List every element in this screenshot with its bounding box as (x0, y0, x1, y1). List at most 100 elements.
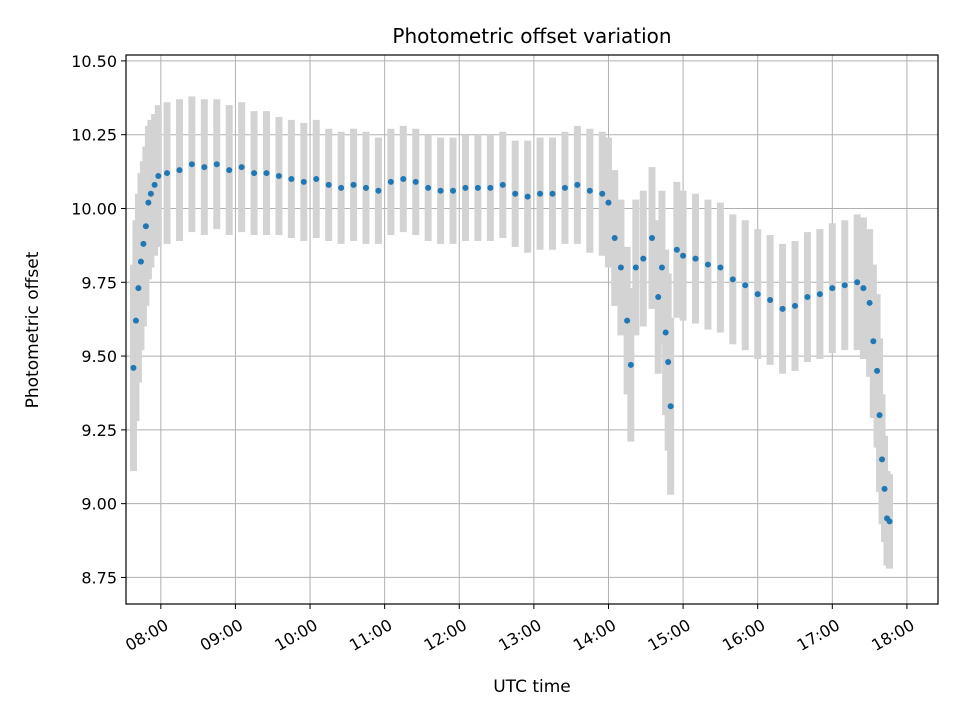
data-point (176, 167, 183, 174)
data-point (537, 190, 544, 197)
data-point (512, 190, 519, 197)
grid (126, 55, 938, 604)
data-point (854, 279, 861, 286)
data-point (605, 199, 612, 206)
data-point (375, 187, 382, 194)
y-tick-label: 10.25 (71, 126, 117, 145)
data-point (325, 181, 332, 188)
data-point (142, 223, 149, 230)
data-point (425, 184, 432, 191)
data-point (655, 294, 662, 301)
chart-title: Photometric offset variation (392, 24, 671, 48)
data-point (226, 167, 233, 174)
data-point (338, 184, 345, 191)
data-point (881, 485, 888, 492)
y-tick-label: 8.75 (81, 568, 117, 587)
data-point (876, 412, 883, 419)
data-point (524, 193, 531, 200)
data-point (263, 170, 270, 177)
data-point (640, 255, 647, 262)
data-point (487, 184, 494, 191)
data-points (130, 161, 893, 525)
data-point (886, 518, 893, 525)
data-point (632, 264, 639, 271)
data-point (667, 403, 674, 410)
data-point (841, 282, 848, 289)
data-point (767, 296, 774, 303)
data-point (412, 178, 419, 185)
data-point (866, 299, 873, 306)
data-point (313, 175, 320, 182)
data-point (147, 190, 154, 197)
data-point (137, 258, 144, 265)
data-point (742, 282, 749, 289)
data-point (673, 246, 680, 253)
data-point (164, 170, 171, 177)
y-tick-label: 9.00 (81, 495, 117, 514)
data-point (140, 240, 147, 247)
data-point (450, 187, 457, 194)
data-point (627, 361, 634, 368)
data-point (288, 175, 295, 182)
data-point (779, 305, 786, 312)
data-point (648, 235, 655, 241)
data-point (617, 264, 624, 271)
y-axis-title: Photometric offset (23, 251, 43, 408)
y-tick-label: 10.50 (71, 52, 117, 71)
data-point (680, 252, 687, 259)
data-point (155, 173, 162, 180)
data-point (717, 264, 724, 271)
data-point (130, 364, 137, 371)
y-axis: 8.75 9.00 9.25 9.50 9.75 10.00 10.25 10.50 (71, 52, 126, 587)
data-point (874, 367, 881, 374)
data-point (188, 161, 195, 168)
data-point (658, 264, 665, 271)
y-tick-label: 9.25 (81, 421, 117, 440)
data-point (213, 161, 220, 168)
data-point (816, 291, 823, 298)
plot-frame (125, 54, 939, 605)
data-point (300, 178, 307, 185)
y-tick-label: 9.50 (81, 347, 117, 366)
data-point (665, 358, 672, 365)
x-axis-title: UTC time (493, 677, 571, 697)
data-point (611, 235, 618, 241)
data-point (561, 184, 568, 191)
data-point (474, 184, 481, 191)
data-point (662, 329, 669, 336)
data-point (860, 285, 867, 292)
data-point (692, 255, 699, 262)
data-point (201, 164, 208, 171)
data-point (362, 184, 369, 191)
data-point (574, 181, 581, 188)
data-point (145, 199, 152, 206)
data-point (275, 173, 282, 180)
data-point (704, 261, 711, 268)
data-point (829, 285, 836, 292)
data-point (132, 317, 139, 324)
data-point (870, 338, 877, 345)
data-point (350, 181, 357, 188)
data-point (135, 285, 142, 292)
data-point (400, 175, 407, 182)
data-point (791, 302, 798, 309)
data-point (754, 291, 761, 298)
data-point (624, 317, 631, 324)
data-point (549, 190, 556, 197)
data-point (729, 276, 736, 283)
data-point (499, 181, 506, 188)
data-point (251, 170, 258, 177)
data-point (462, 184, 469, 191)
data-point (879, 456, 886, 463)
data-point (804, 294, 811, 301)
data-point (387, 178, 394, 185)
y-tick-label: 9.75 (81, 273, 117, 292)
y-tick-label: 10.00 (71, 199, 117, 218)
data-point (437, 187, 444, 194)
data-point (586, 187, 593, 194)
data-point (151, 181, 158, 188)
data-point (238, 164, 245, 171)
data-point (599, 190, 606, 197)
